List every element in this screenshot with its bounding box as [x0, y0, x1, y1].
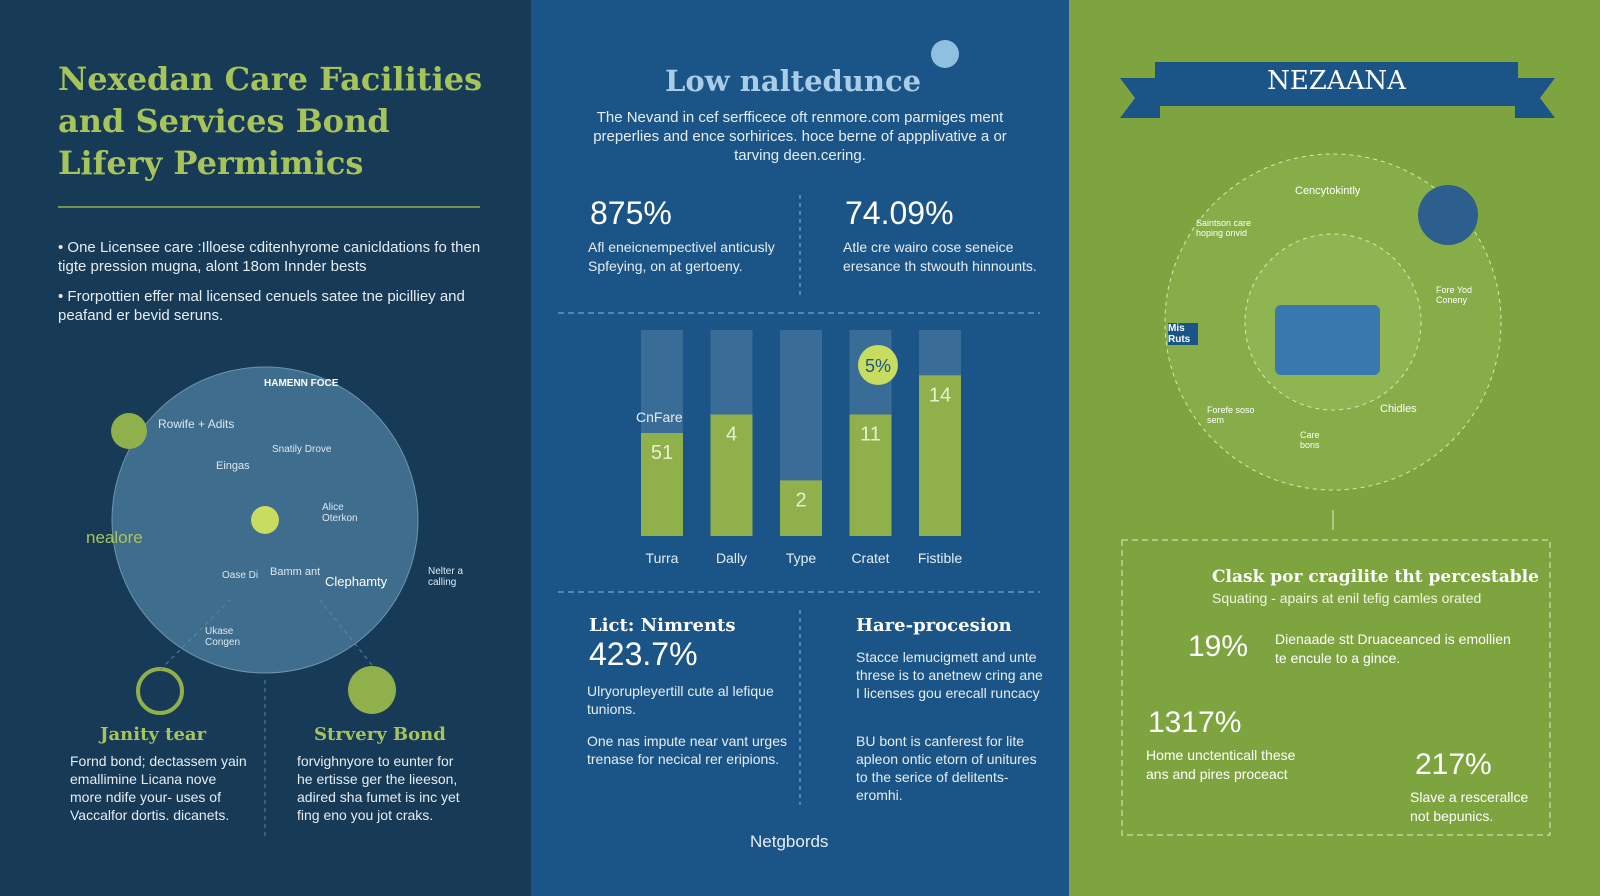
box-subtitle: Squating - apairs at enil tefig camles o…: [1212, 590, 1482, 606]
section-text: Stacce lemucigmett and unte threse is to…: [856, 649, 1043, 701]
category-label: Dally: [716, 550, 747, 566]
category-label: Cratet: [851, 550, 889, 566]
section-note: One nas impute near vant urges trenase f…: [587, 733, 788, 767]
category-label: Turra: [646, 550, 679, 566]
bar: [780, 480, 822, 536]
section-text: Ulryorupleyertill cute al lefique tunion…: [587, 683, 774, 717]
title: Nexedan Care Facilities and Services Bon…: [58, 60, 483, 182]
bar: [710, 414, 753, 536]
stat-text: Slave a rescerallce not bepunics.: [1410, 789, 1529, 824]
card-text: Fornd bond; dectassem yain emallimine Li…: [70, 753, 247, 823]
globe-label: Rowife + Adits: [158, 417, 235, 431]
bar-label: 51: [651, 442, 673, 464]
wheel-label: Forefe soso sem: [1207, 405, 1255, 425]
wheel-label: Care bons: [1300, 430, 1320, 450]
wheel-label: Mis Ruts: [1168, 323, 1198, 345]
banner-text: NEZAANA: [1267, 66, 1406, 96]
globe-label: Ukase Congen: [205, 626, 241, 648]
bar-label: 11: [860, 423, 881, 445]
wheel-label: Saintson care hoping onvid: [1196, 218, 1252, 238]
banner: [1155, 62, 1518, 106]
category-label: Fistible: [918, 550, 963, 566]
bullet: • One Licensee care :Illoese cditenhyrom…: [58, 239, 481, 275]
section-title: Lict: Nimrents: [589, 615, 736, 636]
globe-label: nealore: [86, 528, 143, 547]
stat-text: Dienaade stt Druaceanced is emollien te …: [1275, 631, 1511, 666]
stat-text: Atle cre wairo cose seneice eresance th …: [843, 239, 1037, 274]
stat-text: Home unctenticall these ans and pires pr…: [1146, 747, 1296, 782]
globe-label: Nelter a calling: [428, 566, 464, 588]
intro: The Nevand in cef serfficece oft renmore…: [593, 109, 1007, 164]
card-text: forvighnyore to eunter for he ertisse ge…: [297, 753, 460, 823]
section-title: Hare-procesion: [856, 615, 1012, 636]
bullet-text: One Licensee care :Illoese cditenhyrome …: [58, 239, 481, 275]
globe-label: Snatily Drove: [272, 444, 332, 455]
card-title: Strvery Bond: [314, 724, 446, 745]
wheel-label: Chidles: [1380, 403, 1417, 415]
stat-value: 74.09%: [845, 195, 954, 231]
bar-label: 2: [795, 489, 806, 511]
badge-label: 5%: [865, 356, 891, 376]
stat-value: 19%: [1188, 630, 1249, 663]
bar: [641, 433, 683, 536]
globe-label: Bamm ant: [270, 566, 321, 578]
bar-label: 14: [929, 384, 951, 406]
section-value: 423.7%: [589, 636, 698, 672]
badge: [858, 345, 898, 385]
globe-label: Alice Oterkon: [322, 502, 358, 524]
box-title: Clask por cragilite tht percestable: [1212, 567, 1539, 587]
globe-label: Oase Di: [222, 570, 259, 581]
title: Low naltedunce: [665, 64, 922, 98]
footer-logo: Netgbords: [750, 832, 829, 851]
section-note: BU bont is canferest for lite apleon ont…: [856, 733, 1037, 803]
stat-value: 1317%: [1148, 706, 1242, 739]
wheel-label: Fore Yod Coneny: [1436, 285, 1473, 305]
stat-value: 875%: [590, 195, 672, 231]
bar: [919, 375, 961, 536]
card-title: Janity tear: [100, 724, 207, 745]
stats-box: [1121, 539, 1551, 836]
bullet-text: Frorpottien effer mal licensed cenuels s…: [58, 288, 465, 324]
bar-label: 4: [726, 423, 737, 445]
stat-value: 217%: [1415, 748, 1492, 781]
wheel-label: Cencytokintly: [1295, 185, 1361, 197]
bullet: • Frorpottien effer mal licensed cenuels…: [58, 288, 465, 324]
category-label: Type: [786, 550, 817, 566]
stat-text: Afl eneicnempectivel anticusly Spfeying,…: [588, 239, 775, 274]
bar: [849, 414, 892, 536]
globe-label: Eingas: [216, 460, 250, 472]
globe-label: HAMENN FOCE: [264, 378, 339, 389]
globe-label: Clephamty: [325, 574, 388, 589]
side-label: CnFare: [636, 409, 683, 425]
